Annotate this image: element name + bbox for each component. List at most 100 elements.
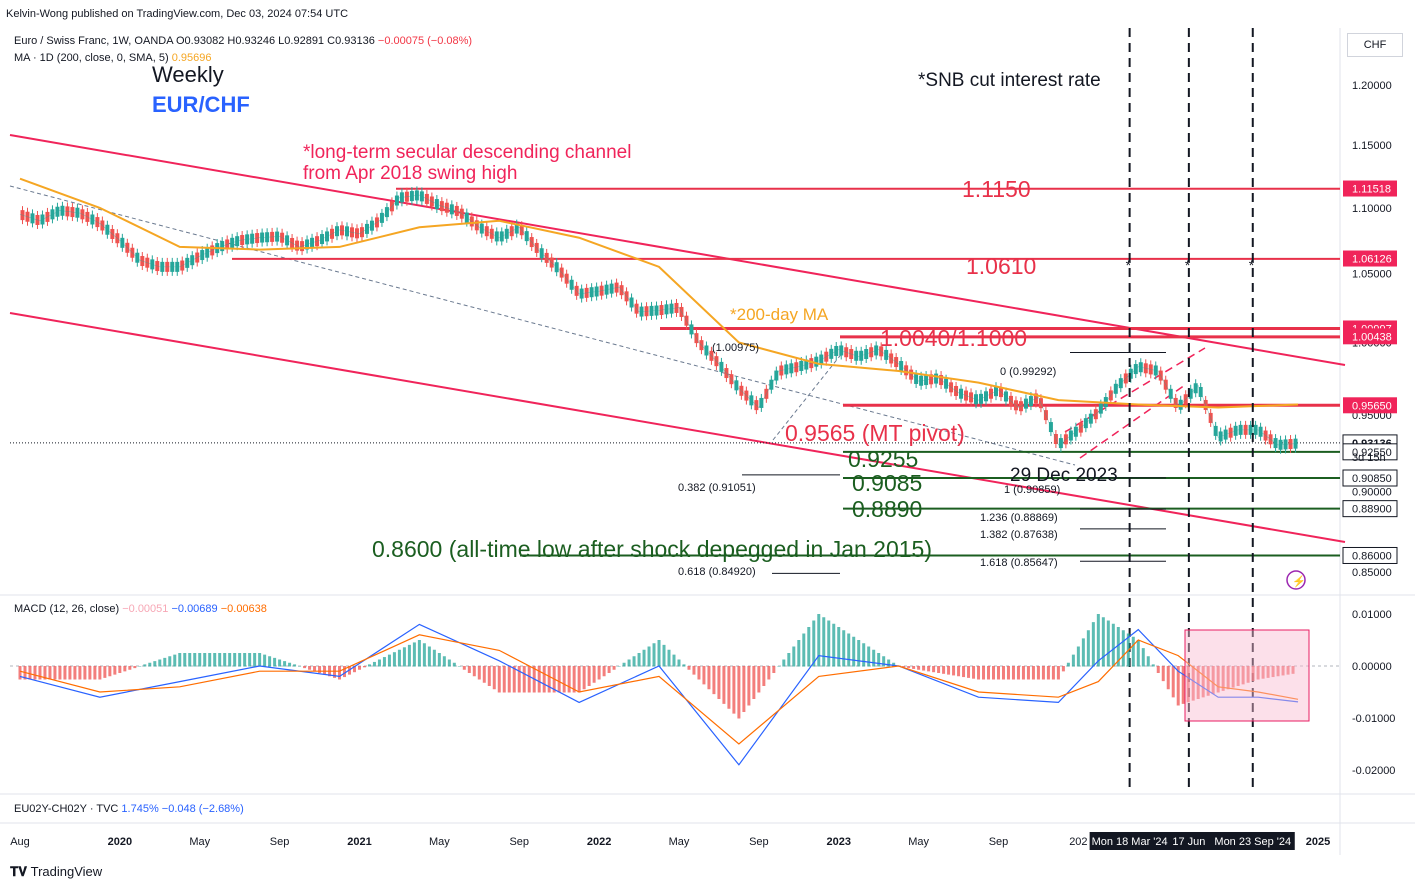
macd-histogram-bar <box>477 666 481 680</box>
macd-histogram-bar <box>872 649 876 667</box>
macd-histogram-bar <box>43 666 47 680</box>
macd-histogram-bar <box>283 661 287 667</box>
price-label-text: 1.11518 <box>1352 184 1391 196</box>
ma-legend[interactable]: MA · 1D (200, close, 0, SMA, 5) 0.95696 <box>14 52 212 64</box>
macd-histogram-bar <box>852 636 856 667</box>
fib-ext-1-382-label: 1.382 (0.87638) <box>980 529 1058 541</box>
dec-2023-low-label: 29 Dec 2023 <box>1010 465 1118 486</box>
macd-histogram-bar <box>198 653 202 667</box>
macd-highlight-box <box>1184 629 1310 722</box>
macd-histogram-bar <box>243 653 247 667</box>
macd-histogram-bar <box>1231 666 1235 688</box>
macd-histogram-bar <box>672 654 676 667</box>
fib-0-618-label: 0.618 (0.84920) <box>678 566 756 578</box>
macd-histogram-bar <box>1051 666 1055 680</box>
macd-histogram-bar <box>1286 666 1290 675</box>
macd-histogram-bar <box>702 666 706 685</box>
level-0-9085-label: 0.9085 <box>852 470 923 496</box>
price-tick-label: 0.90000 <box>1352 486 1392 498</box>
price-label-text: 0.90850 <box>1352 473 1392 485</box>
macd-histogram-bar <box>208 653 212 667</box>
macd-histogram-bar <box>263 654 267 667</box>
channel-upper-line <box>9 134 1346 366</box>
price-label-box <box>1342 500 1398 518</box>
time-axis-label: Sep <box>749 836 769 848</box>
channel-annotation-line-2: from Apr 2018 swing high <box>303 163 518 184</box>
symbol-legend[interactable]: Euro / Swiss Franc, 1W, OANDA O0.93082 H… <box>14 35 472 47</box>
macd-histogram-bar <box>1141 648 1145 667</box>
macd-histogram-bar <box>972 666 976 679</box>
macd-histogram-bar <box>53 666 57 680</box>
channel-lower-line <box>9 312 1346 543</box>
macd-histogram-bar <box>927 666 931 672</box>
time-axis-label: 2021 <box>347 836 371 848</box>
price-label-box <box>1343 397 1397 414</box>
macd-histogram-bar <box>382 657 386 667</box>
macd-histogram-bar <box>153 661 157 667</box>
price-label-text: 0.95650 <box>1352 400 1392 412</box>
macd-histogram-bar <box>1211 666 1215 695</box>
macd-legend[interactable]: MACD (12, 26, close) −0.00051 −0.00689 −… <box>14 603 267 615</box>
level-0-8600-label: 0.8600 (all-time low after shock depegge… <box>372 536 933 562</box>
macd-histogram-bar <box>238 653 242 667</box>
time-axis-label: Sep <box>989 836 1009 848</box>
macd-histogram-bar <box>397 649 401 667</box>
macd-histogram-bar <box>1121 630 1125 667</box>
macd-histogram-bar <box>607 666 611 673</box>
macd-histogram-bar <box>417 640 421 667</box>
macd-histogram-bar <box>1001 666 1005 680</box>
level-1-0610-label: 1.0610 <box>966 253 1037 279</box>
tradingview-brand: TradingView <box>30 864 103 879</box>
macd-histogram-bar <box>1251 666 1255 682</box>
ohlc-high: H0.93246 <box>227 35 276 47</box>
macd-histogram-bar <box>632 656 636 667</box>
macd-histogram-bar <box>887 659 891 667</box>
macd-histogram-bar <box>732 666 736 714</box>
tradingview-logo[interactable]: 𝐓𝐕 TradingView <box>10 864 102 880</box>
wedge-lower-line <box>1079 384 1186 459</box>
macd-histogram-bar <box>1031 666 1035 680</box>
macd-histogram-bar <box>193 653 197 667</box>
price-tick-label: 1.20000 <box>1352 80 1392 92</box>
macd-histogram-bar <box>178 653 182 667</box>
macd-histogram-bar <box>772 666 776 673</box>
macd-histogram-bar <box>777 666 781 667</box>
macd-histogram-bar <box>387 654 391 667</box>
macd-histogram-bar <box>313 666 317 672</box>
macd-histogram-bar <box>617 666 621 667</box>
macd-histogram-bar <box>268 656 272 667</box>
macd-histogram-bar <box>727 666 731 709</box>
currency-button[interactable]: CHF <box>1347 33 1403 57</box>
macd-histogram-bar <box>627 659 631 667</box>
channel-annotation: *long-term secular descending channel fr… <box>303 142 631 184</box>
macd-histogram-bar <box>318 666 322 673</box>
macd-histogram-bar <box>1171 666 1175 698</box>
snb-marker: * <box>1185 257 1191 273</box>
macd-histogram-bar <box>1146 656 1150 667</box>
ma-value: 0.95696 <box>171 52 212 64</box>
macd-histogram-bar <box>507 666 511 693</box>
macd-histogram-bar <box>597 666 601 680</box>
macd-histogram-bar <box>697 666 701 680</box>
macd-histogram-bar <box>228 653 232 667</box>
macd-histogram-bar <box>1131 636 1135 667</box>
macd-histogram-bar <box>293 664 297 667</box>
macd-histogram-bar <box>1226 666 1230 690</box>
macd-histogram-bar <box>333 666 337 678</box>
price-label-text: 1.00438 <box>1352 331 1392 343</box>
macd-histogram-bar <box>752 666 756 699</box>
macd-histogram-bar <box>497 666 501 693</box>
macd-histogram-bar <box>1236 666 1240 686</box>
macd-histogram-bar <box>657 640 661 667</box>
price-label-box <box>1343 250 1397 267</box>
macd-histogram-bar <box>158 659 162 667</box>
spread-value: 1.745% <box>121 803 159 815</box>
macd-histogram-bar <box>108 666 112 677</box>
price-label-text: 0.88900 <box>1352 504 1392 516</box>
macd-line-value: −0.00689 <box>171 603 218 615</box>
macd-histogram-bar <box>817 614 821 667</box>
spread-legend[interactable]: EU02Y-CH02Y · TVC 1.745% −0.048 (−2.68%) <box>14 803 244 815</box>
spread-label: EU02Y-CH02Y · TVC <box>14 803 119 815</box>
symbol-name: Euro / Swiss Franc, 1W, OANDA <box>14 35 173 47</box>
